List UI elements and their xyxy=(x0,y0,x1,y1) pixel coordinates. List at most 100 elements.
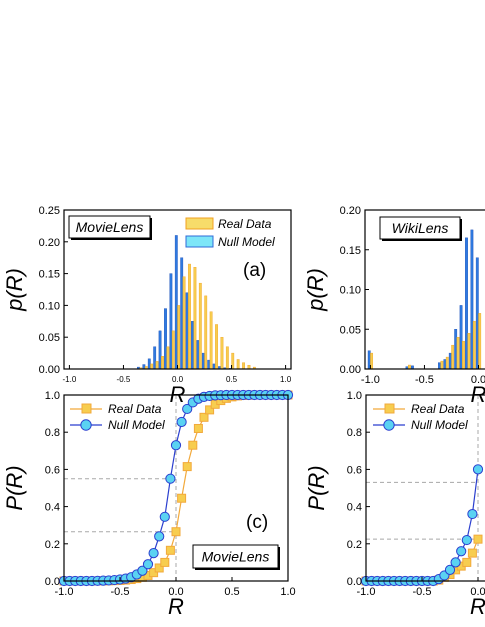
panel-c-point-real-data xyxy=(160,557,170,567)
panel-d-ytick-label: 0.2 xyxy=(347,539,362,551)
panel-c-ytick-label: 0.4 xyxy=(45,502,60,514)
panel-c-y-axis-label: P(R) xyxy=(2,465,27,510)
panel-d-point-real-data xyxy=(467,548,477,558)
panel-a-bar-real-data xyxy=(188,263,191,370)
panel-a-ytick-label: 0.10 xyxy=(39,300,60,312)
panel-a-bar-null-model xyxy=(153,346,157,370)
panel-a-ytick-label: 0.00 xyxy=(39,364,60,376)
panel-d-ytick-label: 0.8 xyxy=(347,427,362,439)
panel-c-ytick-label: 0.2 xyxy=(45,539,60,551)
panel-c-point-real-data xyxy=(154,563,164,573)
panel-b-dataset-label: WikiLens xyxy=(392,220,449,236)
panel-d-legend-marker-null-model xyxy=(383,419,395,431)
panel-d-x-axis-label: R xyxy=(470,594,485,619)
panel-b-bar-null-model xyxy=(465,237,468,370)
panel-c-point-real-data xyxy=(193,423,203,433)
panel-a-bar-null-model xyxy=(201,352,205,370)
panel-b-ytick-label: 0.05 xyxy=(340,324,361,336)
panel-b-bar-null-model xyxy=(459,305,463,370)
panel-b-dataset-label-box xyxy=(379,216,461,240)
panel-d-point-real-data xyxy=(462,557,472,567)
panel-a-legend-label-null-model: Null Model xyxy=(218,235,275,249)
panel-d-point-null-model xyxy=(472,464,484,475)
panel-b-bar-real-data xyxy=(467,333,471,370)
panel-c-legend-marker-null-model xyxy=(80,419,92,431)
panel-a-bar-null-model xyxy=(196,340,200,370)
panel-a-legend-swatch-null-model xyxy=(185,235,214,248)
panel-a-bar-real-data xyxy=(150,363,154,370)
panel-a-bar-real-data xyxy=(177,305,181,370)
panel-c-movielens-cumulative: 0.0 0.2 0.4 0.6 0.8 1.0 -1.0 -0.5 0.0 0.5 1.0 R P(R)… xyxy=(2,389,296,619)
panel-a-bar-null-model xyxy=(212,363,216,370)
panel-b-ytick-label: 0.15 xyxy=(340,245,361,257)
panel-c-point-real-data xyxy=(171,527,181,537)
panel-b-bar-null-model xyxy=(443,359,447,370)
panel-b-bar-null-model xyxy=(448,352,452,370)
panel-a-ytick-label: 0.05 xyxy=(39,332,60,344)
panel-c-point-null-model xyxy=(176,416,187,428)
panel-a-ytick-label: 0.15 xyxy=(39,269,60,281)
panel-a-bar-real-data xyxy=(182,276,186,370)
panel-d-xtick-label: -1.0 xyxy=(357,586,376,598)
panel-c-ytick-label: 0.8 xyxy=(45,427,60,439)
panel-c-panel-label: (c) xyxy=(246,512,268,533)
panel-c-xtick-label: 1.0 xyxy=(280,586,295,598)
panel-b-ytick-label: 0.10 xyxy=(340,285,361,297)
panel-c-legend-marker-real-data xyxy=(81,403,92,414)
panel-d-xtick-label: 0.0 xyxy=(470,586,485,598)
panel-a-bar-null-model xyxy=(158,330,162,370)
panel-a-bar-real-data xyxy=(215,324,218,370)
panel-c-point-real-data xyxy=(188,440,198,450)
panel-d-point-null-model xyxy=(456,546,467,557)
panel-c-point-null-model xyxy=(137,565,148,576)
panel-c-xtick-label: -0.5 xyxy=(111,586,130,598)
panel-a-dataset-label: MovieLens xyxy=(76,219,144,235)
panel-a-bar-null-model xyxy=(164,308,167,370)
panel-b-xtick-label: -1.0 xyxy=(361,374,380,386)
panel-d-point-null-model xyxy=(450,557,461,568)
panel-a-xtick-label: -0.5 xyxy=(117,375,131,384)
panel-a-bar-real-data xyxy=(155,361,159,370)
panel-d-legend-marker-real-data xyxy=(384,403,395,414)
panel-a-xtick-label: 1.0 xyxy=(280,375,292,384)
panel-a-y-axis-label: p(R) xyxy=(2,268,27,312)
panel-a-dataset-label-box xyxy=(68,215,151,239)
panel-a-bar-null-model xyxy=(191,321,194,370)
panel-a-xtick-label: 0.5 xyxy=(226,375,238,384)
panel-a-panel-label: (a) xyxy=(243,260,266,281)
panel-a-xtick-label: 0.0 xyxy=(172,375,184,384)
panel-b-xtick-label: 0.0 xyxy=(471,374,485,386)
panel-c-point-null-model xyxy=(154,531,165,542)
panel-c-legend-label-real-data: Real Data xyxy=(108,402,162,416)
panel-b-ytick-label: 0.00 xyxy=(340,364,361,376)
panel-a-bar-real-data xyxy=(225,346,229,370)
panel-c-point-real-data xyxy=(177,493,187,503)
panel-a-bar-real-data xyxy=(193,267,197,370)
panel-b-bar-real-data xyxy=(445,356,449,370)
panel-d-legend-label-real-data: Real Data xyxy=(411,402,465,416)
panel-a-bar-real-data xyxy=(220,337,224,370)
panel-a-bar-real-data xyxy=(198,282,202,370)
panel-a-bar-real-data xyxy=(242,362,245,370)
panel-b-bar-null-model xyxy=(470,229,474,370)
panel-a-xtick-label: -1.0 xyxy=(63,375,77,384)
panel-d-point-null-model xyxy=(467,508,478,520)
panel-a-ytick-label: 0.25 xyxy=(39,205,60,217)
panel-b-bar-real-data xyxy=(440,360,444,370)
panel-d-line-real-data xyxy=(366,538,479,582)
panel-d-cumulative: 0.00.20.40.60.81.0-1.0 -0.5 0.0RP(R)Real D… xyxy=(304,390,485,619)
panel-d-xtick-label: -0.5 xyxy=(413,586,432,598)
panel-c-point-real-data xyxy=(165,545,175,555)
panel-a-bar-null-model xyxy=(185,292,189,370)
panel-a-bar-real-data xyxy=(166,346,170,370)
panel-a-bar-null-model xyxy=(142,364,146,370)
panel-c-dataset-label-box xyxy=(192,544,279,569)
panel-b-bar-real-data xyxy=(478,313,482,370)
panel-a-bar-real-data xyxy=(204,295,208,370)
panel-b-bar-null-model xyxy=(475,257,479,370)
panel-b-wikilens-histogram: 0.000.050.100.150.20-1.0 -0.5 0.0Rp(R)Wiki… xyxy=(303,205,485,407)
panel-c-ytick-label: 1.0 xyxy=(45,390,60,402)
panel-d-ytick-label: 0.0 xyxy=(347,576,362,588)
panel-a-bar-real-data xyxy=(171,330,175,370)
